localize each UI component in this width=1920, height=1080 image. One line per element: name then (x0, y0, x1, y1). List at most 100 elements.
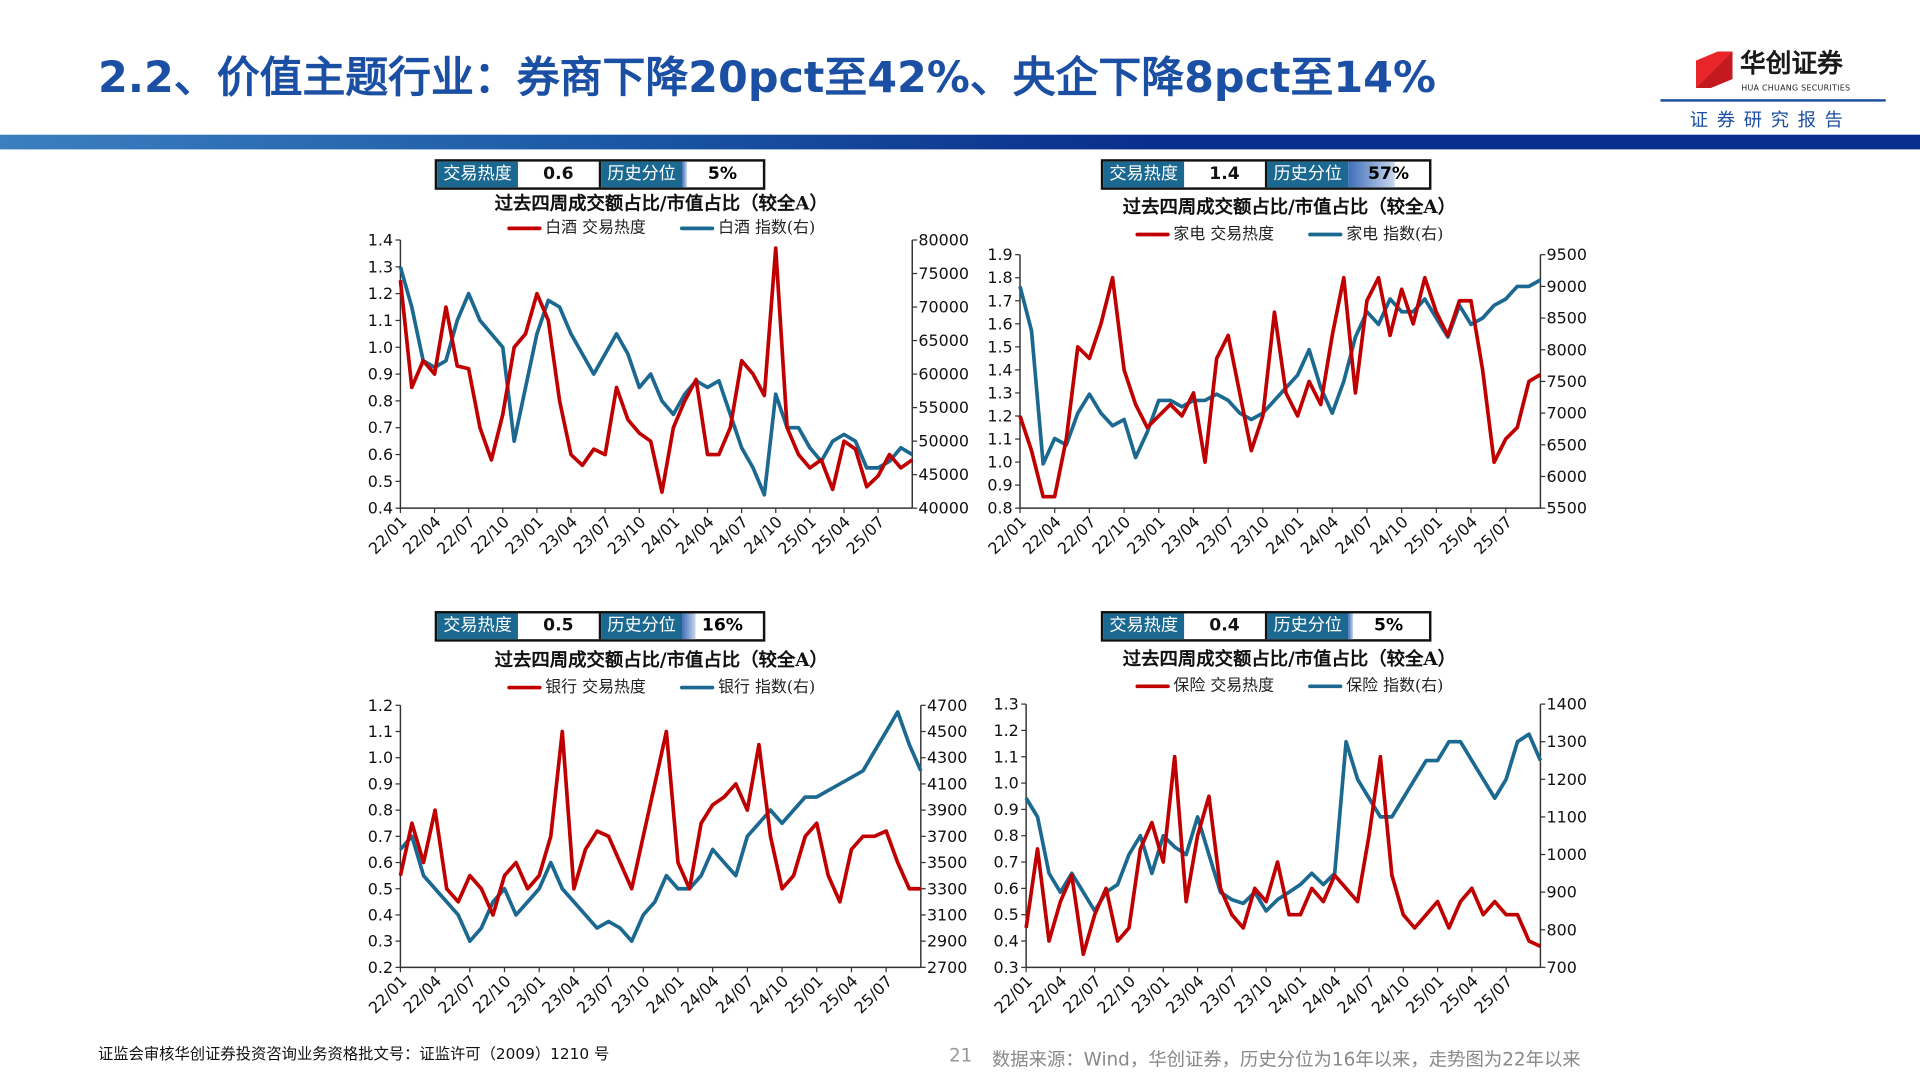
legend-label: 银行 交易热度 (545, 678, 646, 697)
x-tick-label: 24/07 (1333, 971, 1379, 1017)
x-tick-label: 22/10 (1093, 971, 1139, 1017)
heat-series-line (1018, 275, 1542, 499)
chart-title: 过去四周成交额占比/市值占比（较全A） (494, 648, 828, 672)
y2-tick-label: 4300 (927, 748, 967, 767)
data-source: 数据来源：Wind，华创证券，历史分位为16年以来，走势图为22年以来 (991, 1048, 1581, 1071)
x-tick-label: 22/01 (990, 971, 1036, 1017)
y-tick-label: 0.6 (368, 853, 393, 872)
y2-tick-label: 7500 (1547, 372, 1587, 391)
x-tick-label: 24/10 (1368, 971, 1414, 1017)
x-tick-label: 23/04 (1162, 971, 1208, 1017)
y-tick-label: 0.8 (987, 499, 1012, 518)
y-tick-label: 1.2 (987, 407, 1012, 426)
x-tick-label: 25/01 (1402, 971, 1448, 1017)
y-tick-label: 0.3 (993, 958, 1018, 977)
percentile-label: 历史分位 (601, 161, 683, 188)
y-tick-label: 0.6 (993, 879, 1018, 898)
heat-summary-box: 交易热度 0.6 历史分位 5% (434, 159, 766, 190)
percentile-text: 57% (1368, 164, 1410, 184)
y-tick-label: 1.1 (993, 747, 1018, 766)
y-tick-label: 1.7 (987, 291, 1012, 310)
y-tick-label: 0.7 (993, 853, 1018, 872)
y-tick-label: 1.3 (368, 257, 393, 276)
heat-series-line (1024, 754, 1542, 957)
y-tick-label: 1.1 (368, 311, 393, 330)
license-note: 证监会审核华创证券投资咨询业务资格批文号：证监许可（2009）1210 号 (97, 1044, 610, 1063)
chart-title: 过去四周成交额占比/市值占比（较全A） (1122, 195, 1457, 218)
y2-tick-label: 2900 (927, 932, 967, 951)
y2-tick-label: 7000 (1547, 404, 1587, 423)
y2-tick-label: 3700 (927, 827, 967, 846)
y2-tick-label: 40000 (918, 499, 969, 518)
y-tick-label: 0.8 (993, 826, 1018, 845)
percentile-label: 历史分位 (1267, 613, 1349, 640)
logo-english-text: HUA CHUANG SECURITIES (1741, 83, 1851, 94)
chart-legend: 银行 交易热度 银行 指数(右) (507, 678, 816, 697)
y-tick-label: 1.0 (993, 774, 1018, 793)
heat-label: 交易热度 (437, 161, 518, 188)
y2-tick-label: 70000 (918, 298, 969, 317)
percentile-value: 5% (682, 161, 763, 188)
y-tick-label: 0.3 (368, 932, 393, 951)
legend-item-index: 银行 指数(右) (680, 678, 816, 697)
x-tick-label: 22/04 (1025, 971, 1071, 1017)
legend-label: 保险 交易热度 (1173, 677, 1275, 696)
percentile-fill (1348, 161, 1395, 188)
y-tick-label: 1.1 (987, 430, 1012, 449)
y-tick-label: 1.0 (368, 748, 393, 767)
chart-legend: 保险 交易热度 保险 指数(右) (1135, 677, 1443, 696)
x-tick-label: 24/01 (1265, 971, 1311, 1017)
y2-tick-label: 1400 (1547, 695, 1587, 714)
page-title: 2.2、价值主题行业：券商下降20pct至42%、央企下降8pct至14% (97, 53, 1436, 103)
percentile-label: 历史分位 (601, 613, 683, 640)
y-tick-label: 0.9 (368, 774, 393, 793)
x-tick-label: 25/07 (1470, 971, 1516, 1017)
y2-tick-label: 8000 (1547, 340, 1587, 359)
percentile-value: 16% (682, 613, 763, 640)
percentile-fill (682, 161, 687, 188)
y2-tick-label: 6000 (1547, 467, 1587, 486)
y-tick-label: 1.0 (368, 338, 393, 357)
y-tick-label: 0.5 (368, 472, 393, 491)
y-tick-label: 1.3 (993, 695, 1018, 714)
legend-item-heat: 银行 交易热度 (507, 678, 646, 697)
y-tick-label: 1.0 (987, 453, 1012, 472)
y2-tick-label: 9000 (1547, 277, 1587, 296)
logo-text: 华创证券 (1740, 48, 1843, 79)
chart-title: 过去四周成交额占比/市值占比（较全A） (1122, 647, 1457, 670)
y-tick-label: 0.5 (368, 879, 393, 898)
y-tick-label: 1.5 (987, 337, 1012, 356)
y2-tick-label: 9500 (1547, 245, 1587, 264)
legend-label: 家电 指数(右) (1346, 225, 1444, 244)
legend-label: 银行 指数(右) (718, 678, 816, 697)
y-tick-label: 0.4 (368, 905, 393, 924)
percentile-text: 16% (701, 615, 743, 636)
y-tick-label: 0.4 (993, 932, 1018, 951)
x-tick-label: 23/07 (1196, 971, 1242, 1017)
heat-value: 0.5 (518, 613, 602, 640)
chart-legend: 家电 交易热度 家电 指数(右) (1135, 225, 1444, 244)
report-type: 证券研究报告 (1689, 108, 1852, 132)
y-tick-label: 0.9 (368, 365, 393, 384)
y-tick-label: 1.9 (987, 245, 1012, 264)
y2-tick-label: 55000 (918, 398, 969, 417)
index-series-line (398, 266, 914, 497)
legend-item-index: 保险 指数(右) (1308, 677, 1443, 696)
chart-title: 过去四周成交额占比/市值占比（较全A） (494, 192, 828, 215)
y2-tick-label: 4500 (927, 722, 967, 741)
y2-tick-label: 65000 (918, 331, 969, 350)
heat-summary-box: 交易热度 0.4 历史分位 5% (1100, 611, 1432, 642)
y2-tick-label: 60000 (918, 365, 969, 384)
y2-tick-label: 75000 (918, 264, 969, 283)
y-tick-label: 1.3 (987, 383, 1012, 402)
x-tick-label: 23/01 (1128, 971, 1174, 1017)
legend-label: 白酒 指数(右) (718, 219, 816, 238)
x-tick-label: 22/07 (1059, 971, 1105, 1017)
heat-series-line (398, 729, 921, 917)
percentile-label: 历史分位 (1267, 161, 1349, 188)
y-tick-label: 0.2 (368, 958, 393, 977)
y-tick-label: 0.7 (368, 827, 393, 846)
